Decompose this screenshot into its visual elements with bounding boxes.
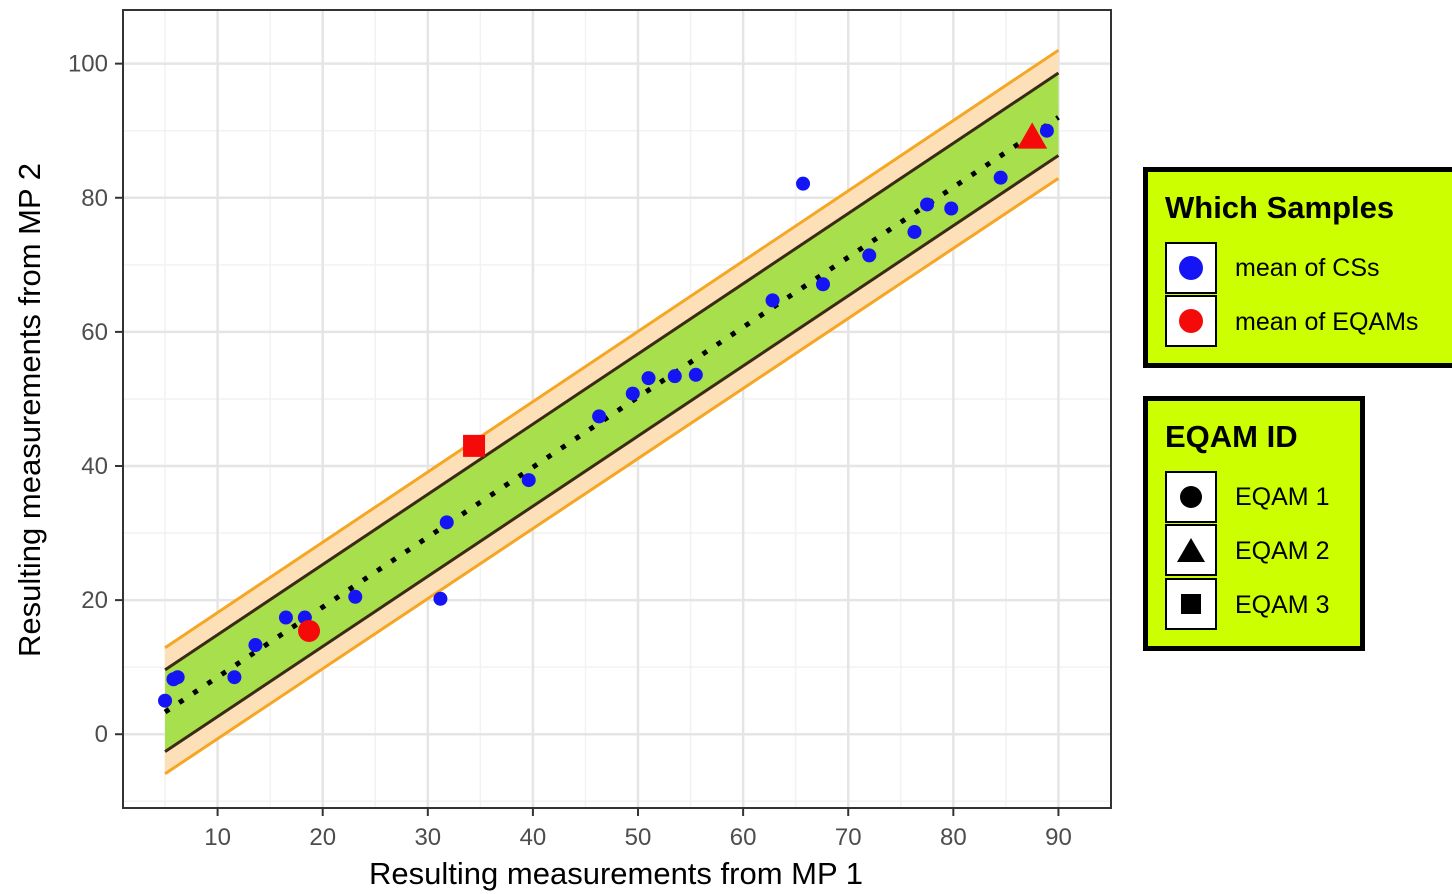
blue-dot-icon	[1179, 256, 1203, 280]
outer-band-upper-line	[164, 48, 1060, 649]
y-tick-label: 0	[95, 721, 108, 748]
data-point-cs	[816, 277, 831, 292]
legend-label: EQAM 2	[1235, 536, 1330, 565]
circle-icon	[1180, 486, 1202, 508]
red-dot-icon	[1179, 309, 1203, 333]
inner-band-fill	[165, 73, 1059, 752]
legend-eqam-id: EQAM ID EQAM 1 EQAM 2 EQAM 3	[1143, 396, 1365, 651]
data-point-cs	[433, 591, 448, 606]
x-tick-label: 40	[520, 824, 547, 851]
x-tick-label: 60	[730, 824, 757, 851]
data-point-cs	[521, 473, 536, 488]
panel-content	[123, 10, 1111, 808]
x-tick-label: 20	[309, 824, 336, 851]
triangle-icon	[1177, 538, 1205, 562]
x-tick-label: 90	[1045, 824, 1072, 851]
inner-band-upper-line	[164, 71, 1060, 672]
data-point-cs	[944, 201, 959, 216]
outer-band-lower-line	[164, 177, 1060, 776]
plot-panel	[122, 9, 1112, 809]
data-point-eqam-1	[298, 619, 321, 642]
inner-band-lower-line	[164, 154, 1060, 753]
x-tick-label: 10	[204, 824, 231, 851]
y-tick-label: 60	[81, 319, 108, 346]
legend-item-eqam-2: EQAM 2	[1165, 524, 1329, 578]
data-point-cs	[907, 224, 922, 239]
legend-title: EQAM ID	[1165, 419, 1298, 454]
data-point-cs	[765, 293, 780, 308]
x-tick-label: 30	[414, 824, 441, 851]
axis-ticks: 10 20 30 40 50 60 70 80 90 0 20 40 60 80 100	[68, 51, 1072, 851]
data-point-cs	[641, 371, 656, 386]
x-tick-label: 50	[625, 824, 652, 851]
y-tick-label: 20	[81, 587, 108, 614]
legend-item-eqam-3: EQAM 3	[1165, 578, 1329, 632]
panel-border	[122, 9, 1112, 809]
data-point-cs	[688, 367, 703, 382]
data-point-cs	[158, 693, 173, 708]
data-point-cs	[348, 589, 363, 604]
data-point-cs	[862, 248, 877, 263]
data-point-cs	[439, 515, 454, 530]
data-point-eqam-2	[1017, 122, 1048, 149]
data-point-cs	[920, 197, 935, 212]
y-tick-label: 40	[81, 453, 108, 480]
data-point-cs	[278, 610, 293, 625]
legend-label: EQAM 3	[1235, 590, 1330, 619]
data-point-cs	[796, 176, 811, 191]
data-point-cs	[993, 170, 1008, 185]
legend-key	[1165, 471, 1217, 523]
legend-key	[1165, 524, 1217, 576]
data-point-cs	[592, 409, 607, 424]
legend-label: EQAM 1	[1235, 482, 1330, 511]
data-point-cs	[625, 386, 640, 401]
y-tick-label: 100	[68, 51, 108, 78]
y-axis-title: Resulting measurements from MP 2	[12, 163, 47, 657]
legend-title: Which Samples	[1165, 190, 1395, 225]
legend-label: mean of CSs	[1235, 253, 1380, 282]
data-point-cs	[667, 369, 682, 384]
data-point-cs	[170, 670, 185, 685]
data-point-cs	[227, 670, 242, 685]
legend-item-eqam-1: EQAM 1	[1165, 470, 1329, 524]
x-tick-label: 80	[940, 824, 967, 851]
legend-key	[1165, 242, 1217, 294]
data-point-cs	[248, 638, 263, 653]
legend-item-mean-eqams: mean of EQAMs	[1165, 295, 1418, 349]
legend-which-samples: Which Samples mean of CSs mean of EQAMs	[1143, 167, 1452, 368]
x-axis-title: Resulting measurements from MP 1	[369, 856, 863, 891]
data-point-cs	[1039, 123, 1054, 138]
legend-item-mean-css: mean of CSs	[1165, 241, 1418, 295]
legend-label: mean of EQAMs	[1235, 307, 1419, 336]
legend-key	[1165, 295, 1217, 347]
y-tick-label: 80	[81, 185, 108, 212]
square-icon	[1181, 594, 1201, 614]
x-tick-label: 70	[835, 824, 862, 851]
legend-key	[1165, 578, 1217, 630]
data-point-eqam-3	[463, 434, 486, 457]
